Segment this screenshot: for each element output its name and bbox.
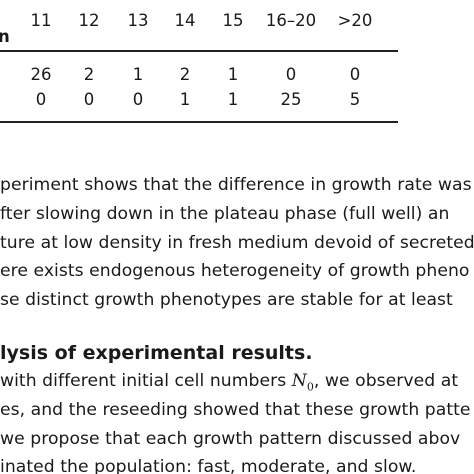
paragraph-line: es, and the reseeding showed that these … xyxy=(0,400,471,420)
math-symbol-subscript: 0 xyxy=(306,380,314,394)
section-heading: lysis of experimental results. xyxy=(0,342,313,364)
table-header-cell: 13 xyxy=(127,11,149,30)
table-cell: 1 xyxy=(179,90,191,109)
paragraph-line: with different initial cell numbers N0, … xyxy=(0,369,458,399)
math-symbol: N0 xyxy=(291,371,314,394)
table-cell: 0 xyxy=(285,65,297,84)
table-bottom-rule xyxy=(0,121,398,123)
paragraph-line: se distinct growth phenotypes are stable… xyxy=(0,290,453,310)
table-row: 0 0 0 1 1 25 5 xyxy=(0,88,474,112)
table-header-label: n xyxy=(0,27,10,46)
table-cell: 5 xyxy=(349,90,361,109)
table-cell: 1 xyxy=(227,90,239,109)
math-symbol-base: N xyxy=(291,371,307,391)
table-header-cell: 16–20 xyxy=(265,11,317,30)
paragraph-text: with different initial cell numbers xyxy=(0,371,292,391)
table-cell: 0 xyxy=(349,65,361,84)
table-cell: 1 xyxy=(132,65,144,84)
table-header-cell: 12 xyxy=(78,11,100,30)
table-mid-rule xyxy=(0,50,398,52)
paragraph-line: fter slowing down in the plateau phase (… xyxy=(0,204,450,224)
table-row: 26 2 1 2 1 0 0 xyxy=(0,63,474,87)
table-cell: 1 xyxy=(227,65,239,84)
paragraph-line: ere exists endogenous heterogeneity of g… xyxy=(0,261,470,281)
table-header-cell: >20 xyxy=(337,11,373,30)
table-cell: 0 xyxy=(35,90,47,109)
paragraph-line: periment shows that the difference in gr… xyxy=(0,175,472,195)
table-cell: 2 xyxy=(179,65,191,84)
table-cell: 2 xyxy=(83,65,95,84)
table-cell: 25 xyxy=(280,90,302,109)
paragraph-line: ture at low density in fresh medium devo… xyxy=(0,233,474,253)
paragraph-text: , we observed at xyxy=(313,371,459,391)
table-cell: 26 xyxy=(30,65,52,84)
table-cell: 0 xyxy=(83,90,95,109)
table-cell: 0 xyxy=(132,90,144,109)
paragraph-line: we propose that each growth pattern disc… xyxy=(0,429,461,449)
table-header-row: n 11 12 13 14 15 16–20 >20 xyxy=(0,9,474,46)
paragraph-line: inated the population: fast, moderate, a… xyxy=(0,457,417,474)
table-header-cell: 15 xyxy=(222,11,244,30)
table-header-cell: 14 xyxy=(174,11,196,30)
table-header-cell: 11 xyxy=(30,11,52,30)
